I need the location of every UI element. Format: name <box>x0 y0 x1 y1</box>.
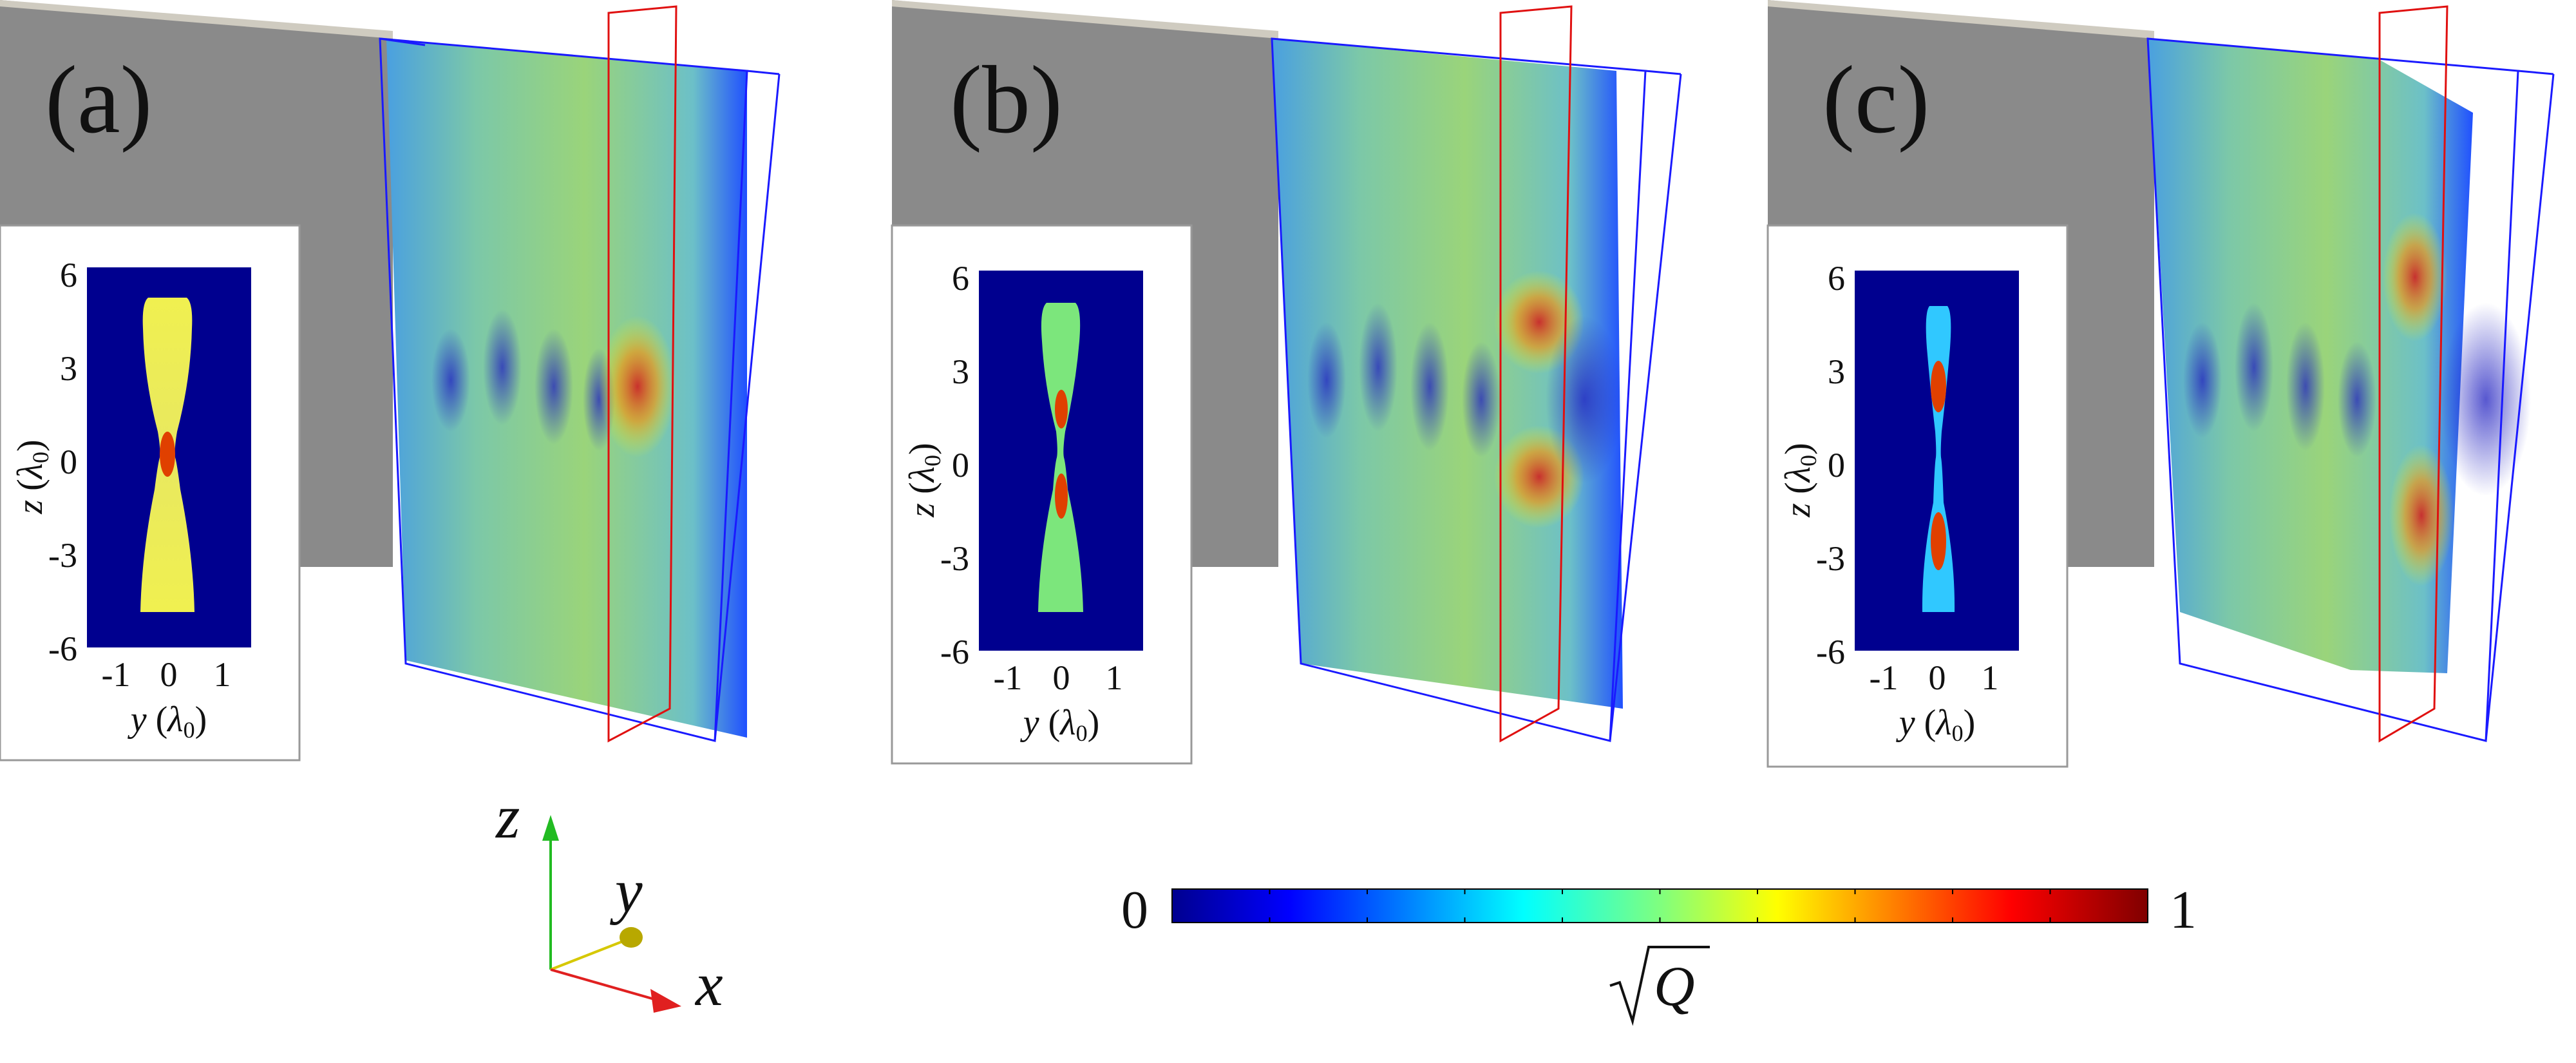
inset-z-ticks: 6 3 0 -3 -6 <box>48 256 77 668</box>
panel-c: (c) 6 3 0 -3 -6 -1 0 1 z (λ0) <box>1766 0 2555 768</box>
slice-plane-b <box>1499 5 1573 743</box>
inset-z-axis-label: z (λ0) <box>1778 443 1821 517</box>
wall-top-edge <box>0 0 393 39</box>
z-tick: 6 <box>1828 259 1845 298</box>
z-tick: 3 <box>952 352 969 391</box>
y-tick: 0 <box>1929 658 1946 697</box>
wall-top-edge <box>1768 0 2154 39</box>
inset-y-axis-label: y (λ0) <box>1020 703 1099 746</box>
y-tick: -1 <box>102 655 131 694</box>
y-tick: -1 <box>994 658 1023 697</box>
z-tick: -3 <box>48 536 77 575</box>
y-tick: -1 <box>1870 658 1899 697</box>
z-tick: 0 <box>60 443 77 481</box>
y-tick: 0 <box>160 655 178 694</box>
colorbar-ticks <box>1269 889 2051 923</box>
y-tick: 0 <box>1053 658 1070 697</box>
inset-y-axis-label: y (λ0) <box>128 700 207 743</box>
z-tick: 6 <box>60 256 77 294</box>
colorbar-quantity: Q <box>1654 955 1695 1018</box>
inset-y-ticks: -1 0 1 <box>102 655 231 694</box>
inset-z-axis-label: z (λ0) <box>902 443 945 517</box>
axes-triad: z y x <box>495 782 723 1019</box>
wall-top-edge <box>892 0 1278 39</box>
sqrt-sign <box>1609 946 1710 1026</box>
z-tick: -6 <box>1816 633 1845 671</box>
inset-y-ticks: -1 0 1 <box>1870 658 1999 697</box>
y-axis-arrowhead <box>620 927 643 948</box>
z-tick: 3 <box>60 349 77 388</box>
x-axis-line <box>550 968 664 1003</box>
inset-channel <box>1922 306 1955 612</box>
colorbar: 0 1 Q <box>1121 880 2197 1026</box>
y-axis-line <box>550 938 629 971</box>
y-tick: 1 <box>1982 658 1999 697</box>
x-axis-label: x <box>694 950 723 1019</box>
x-axis-arrowhead <box>650 989 681 1013</box>
z-axis-label: z <box>495 782 520 851</box>
y-axis-label: y <box>609 856 643 925</box>
inset-z-ticks: 6 3 0 -3 -6 <box>940 259 969 671</box>
density-structures <box>2183 213 2531 586</box>
panel-label-c: (c) <box>1823 46 1929 153</box>
panel-label-b: (b) <box>950 46 1063 153</box>
slice-plane-a <box>607 5 677 743</box>
z-tick: -6 <box>940 633 969 671</box>
z-tick: -3 <box>1816 539 1845 578</box>
colorbar-min-label: 0 <box>1121 880 1148 940</box>
colorbar-quantity-label: Q <box>1609 946 1710 1026</box>
z-tick: 0 <box>1828 446 1845 484</box>
colorbar-max-label: 1 <box>2170 880 2197 940</box>
inset-y-ticks: -1 0 1 <box>994 658 1123 697</box>
inset-c: 6 3 0 -3 -6 -1 0 1 z (λ0) y (λ0) <box>1766 224 2069 768</box>
y-tick: 1 <box>1106 658 1123 697</box>
panel-b: (b) 6 3 0 -3 -6 -1 0 1 z (λ0) <box>891 0 1682 765</box>
inset-z-axis-label: z (λ0) <box>10 439 53 514</box>
z-tick: -3 <box>940 539 969 578</box>
inset-b: 6 3 0 -3 -6 -1 0 1 z (λ0) y (λ0) <box>891 224 1193 765</box>
z-tick: 3 <box>1828 352 1845 391</box>
z-tick: 6 <box>952 259 969 298</box>
slice-plane-c <box>2378 5 2448 743</box>
density-structures <box>431 309 676 457</box>
z-tick: -6 <box>48 629 77 668</box>
y-tick: 1 <box>214 655 231 694</box>
inset-a: 6 3 0 -3 -6 -1 0 1 z (λ0) y (λ0) <box>0 224 301 761</box>
z-tick: 0 <box>952 446 969 484</box>
panel-a: (a) 6 3 0 -3 -6 -1 0 1 z (λ0) y (λ0) <box>0 0 781 761</box>
panel-label-a: (a) <box>45 46 152 153</box>
inset-y-axis-label: y (λ0) <box>1896 703 1975 746</box>
inset-channel <box>1038 303 1083 612</box>
z-axis-arrowhead <box>542 815 559 841</box>
inset-z-ticks: 6 3 0 -3 -6 <box>1816 259 1845 671</box>
